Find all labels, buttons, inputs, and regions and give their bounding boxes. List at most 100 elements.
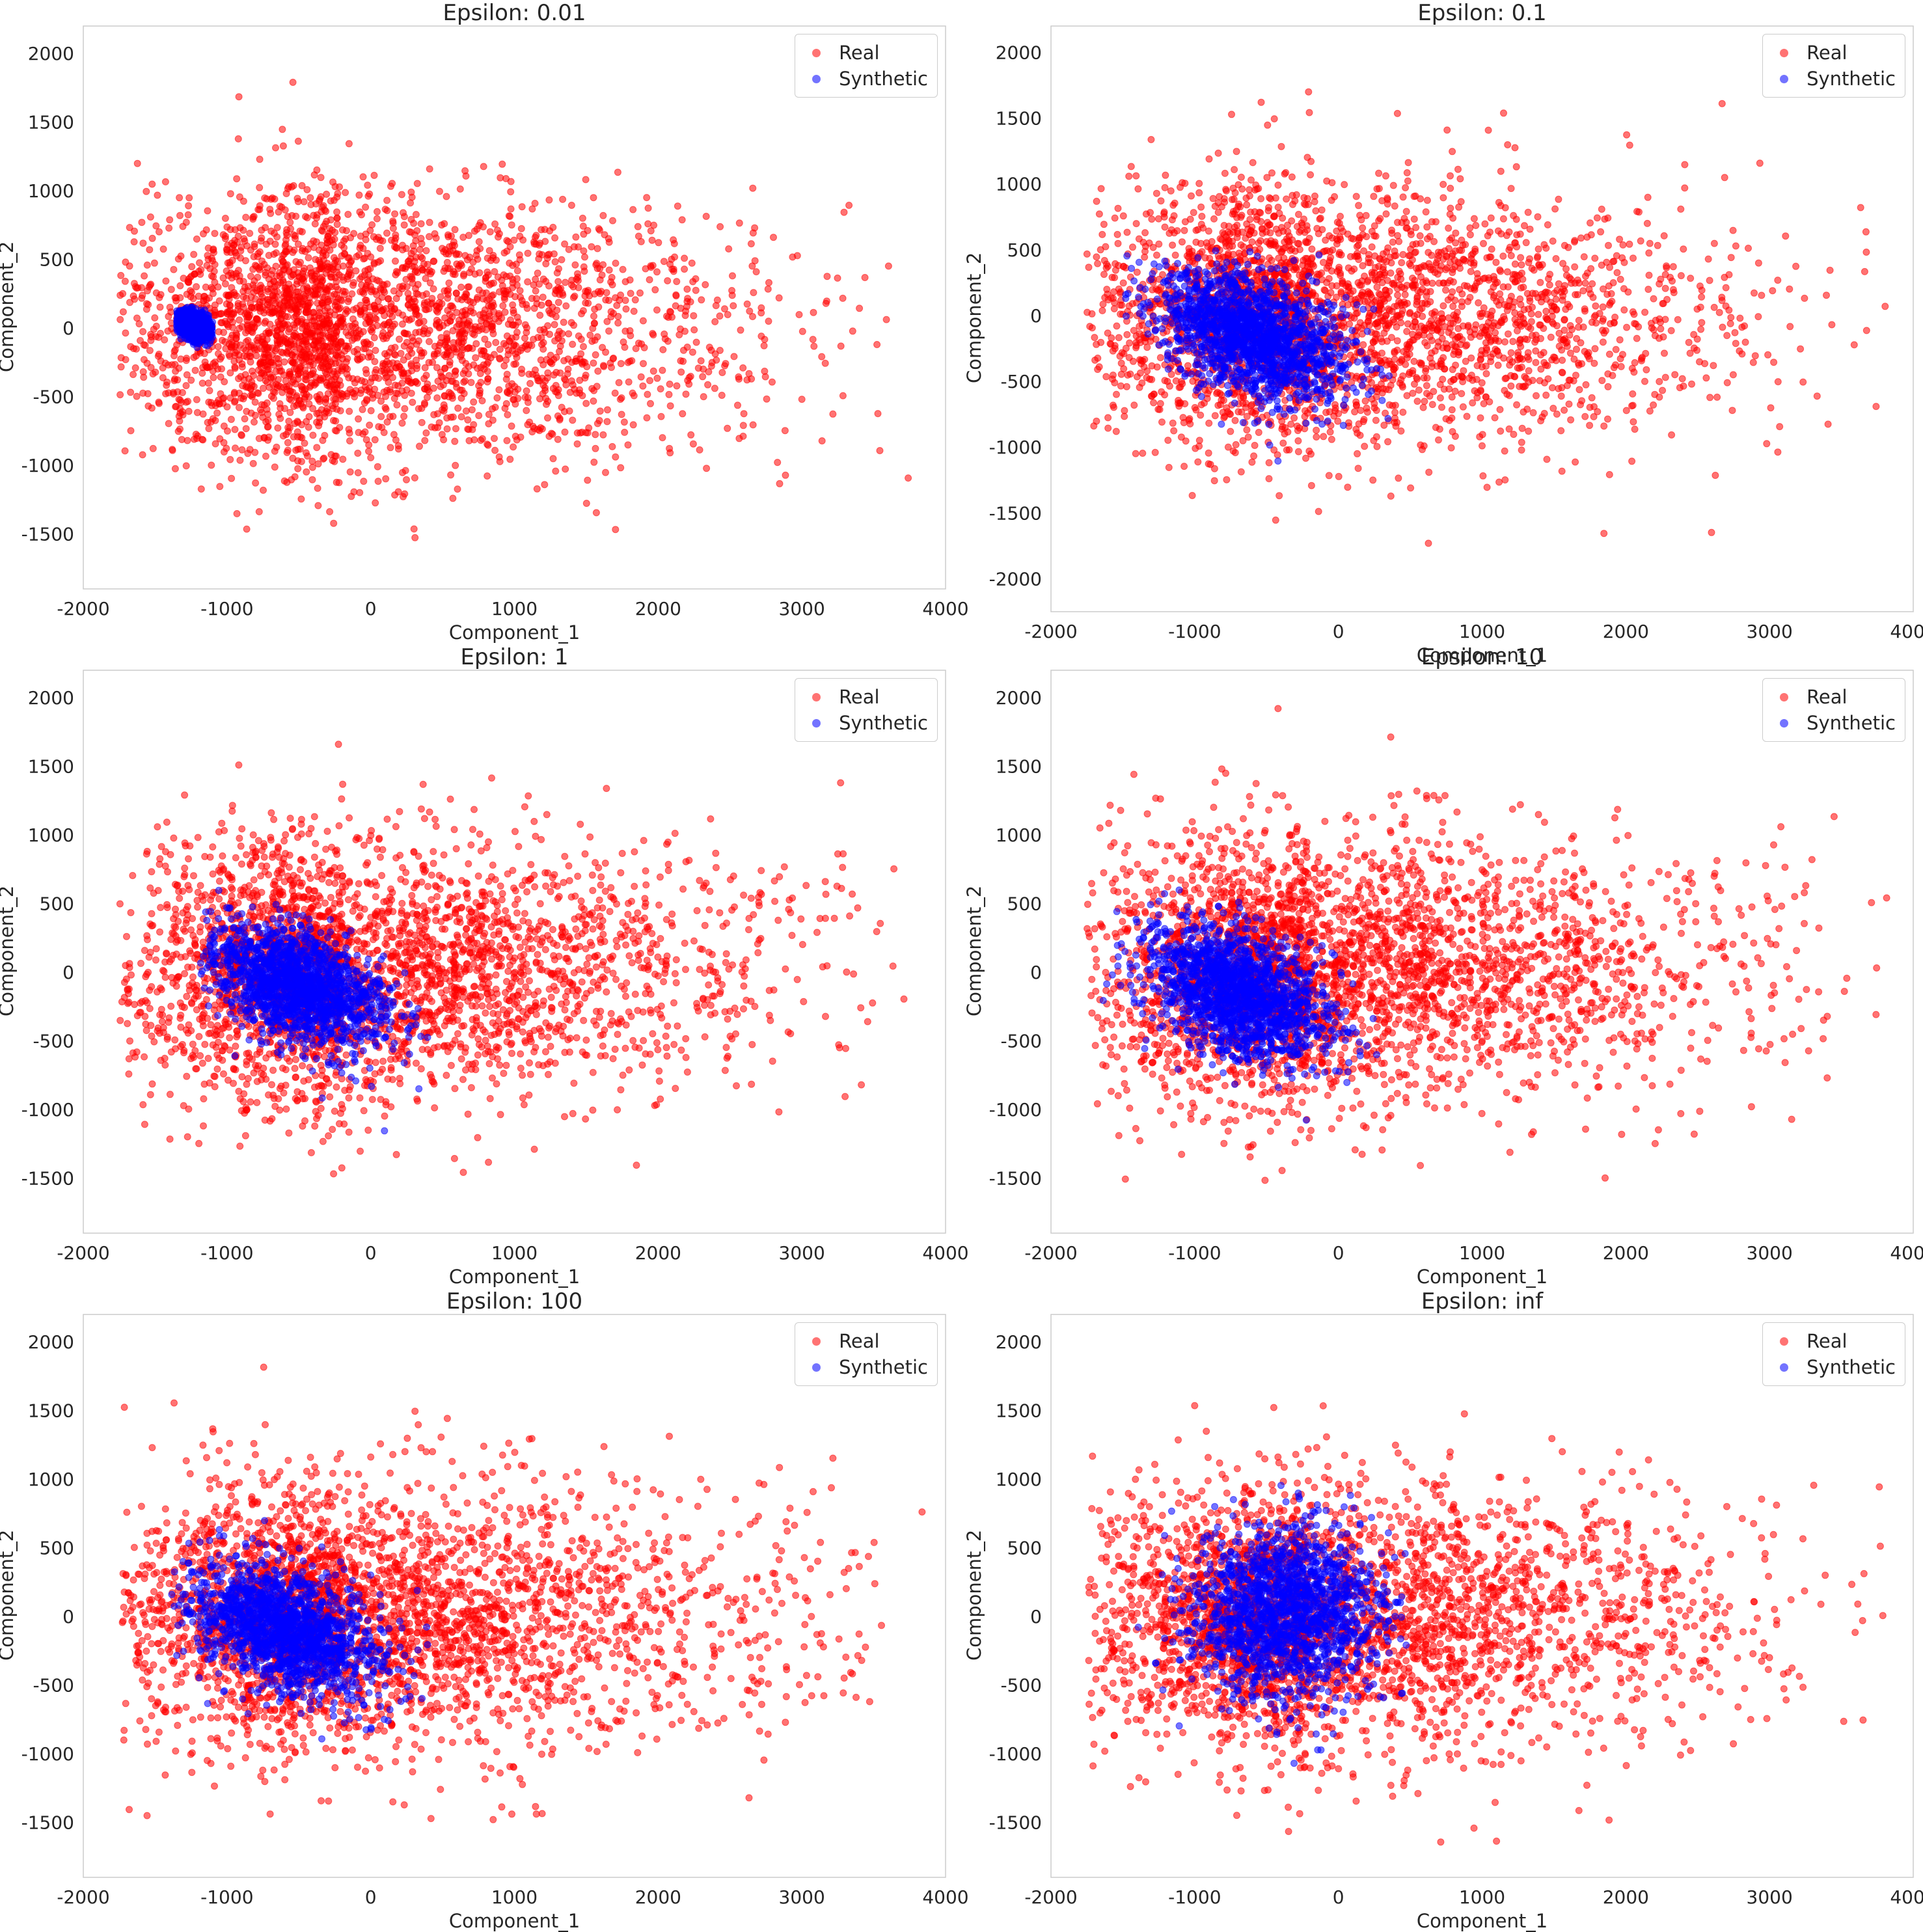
scatter-point <box>161 178 169 185</box>
scatter-point <box>605 327 613 335</box>
scatter-point <box>621 344 629 351</box>
scatter-point <box>752 268 760 276</box>
scatter-point <box>206 331 213 338</box>
scatter-point <box>818 437 826 444</box>
scatter-point <box>121 447 129 455</box>
scatter-point <box>336 407 344 415</box>
scatter-point <box>453 260 461 268</box>
scatter-point <box>301 337 308 345</box>
scatter-point <box>431 424 439 431</box>
scatter-point <box>354 469 362 476</box>
scatter-point <box>1133 268 1141 276</box>
scatter-point <box>184 211 192 219</box>
scatter-point <box>650 221 658 229</box>
scatter-point <box>318 265 326 273</box>
scatter-point <box>383 373 390 381</box>
scatter-point <box>295 261 303 268</box>
scatter-point <box>664 277 672 284</box>
scatter-point <box>293 392 301 400</box>
scatter-point <box>325 334 333 342</box>
scatter-point <box>329 457 336 465</box>
scatter-point <box>507 188 515 196</box>
scatter-point <box>264 423 272 431</box>
scatter-point <box>359 245 367 252</box>
scatter-point <box>592 509 600 517</box>
scatter-point <box>540 325 548 333</box>
scatter-point <box>223 444 230 452</box>
scatter-point <box>372 347 379 354</box>
scatter-point <box>309 309 317 317</box>
scatter-point <box>171 294 179 302</box>
scatter-point <box>391 210 399 218</box>
scatter-point <box>281 321 289 329</box>
scatter-point <box>185 194 193 202</box>
scatter-point <box>302 385 309 393</box>
scatter-point <box>419 292 427 299</box>
scatter-point <box>523 387 530 395</box>
scatter-point <box>677 368 685 376</box>
scatter-point <box>276 202 284 210</box>
scatter-point <box>422 247 430 254</box>
scatter-point <box>340 291 348 299</box>
scatter-point <box>383 197 391 204</box>
scatter-point <box>496 354 504 362</box>
scatter-point <box>363 397 371 405</box>
scatter-point <box>193 235 200 243</box>
scatter-point <box>362 236 370 243</box>
scatter-point <box>484 271 492 279</box>
scatter-point <box>359 405 366 413</box>
scatter-point <box>236 403 243 411</box>
scatter-point <box>592 431 599 439</box>
scatter-point <box>549 430 556 438</box>
scatter-point <box>193 396 200 403</box>
scatter-point <box>414 269 422 277</box>
scatter-point <box>198 370 206 377</box>
scatter-point <box>445 372 453 379</box>
scatter-point <box>402 245 410 252</box>
scatter-point <box>602 296 610 304</box>
scatter-point <box>529 422 537 430</box>
scatter-point <box>327 347 334 355</box>
scatter-point <box>822 299 830 307</box>
scatter-point <box>448 394 456 402</box>
scatter-point <box>367 253 375 261</box>
scatter-point <box>205 398 213 406</box>
scatter-point <box>818 353 826 361</box>
scatter-point <box>236 224 244 232</box>
scatter-point <box>159 374 167 381</box>
scatter-point <box>464 283 472 291</box>
scatter-point <box>543 254 551 262</box>
scatter-point <box>285 417 293 425</box>
scatter-point <box>185 202 193 210</box>
scatter-point <box>506 390 513 398</box>
x-tick-label: 3000 <box>779 598 825 619</box>
scatter-point <box>705 368 713 375</box>
scatter-point <box>620 418 628 426</box>
scatter-point <box>688 259 696 267</box>
scatter-point <box>498 160 506 168</box>
scatter-point <box>861 274 869 281</box>
scatter-point <box>292 307 300 314</box>
scatter-point <box>547 359 554 366</box>
scatter-point <box>362 370 370 377</box>
scatter-point <box>227 416 235 423</box>
scatter-point <box>488 320 496 328</box>
scatter-point <box>139 328 147 336</box>
scatter-point <box>465 344 473 351</box>
scatter-point <box>293 301 301 308</box>
scatter-point <box>348 336 356 344</box>
scatter-point <box>765 318 772 325</box>
scatter-point <box>505 212 513 220</box>
scatter-point <box>271 347 279 355</box>
scatter-point <box>749 184 757 192</box>
scatter-point <box>394 488 402 496</box>
scatter-point <box>558 330 566 338</box>
scatter-point <box>543 374 551 382</box>
scatter-point <box>534 374 541 382</box>
scatter-point <box>584 299 592 307</box>
scatter-point <box>490 351 498 359</box>
scatter-point <box>462 172 470 180</box>
scatter-point <box>228 341 236 349</box>
scatter-point <box>607 359 614 367</box>
